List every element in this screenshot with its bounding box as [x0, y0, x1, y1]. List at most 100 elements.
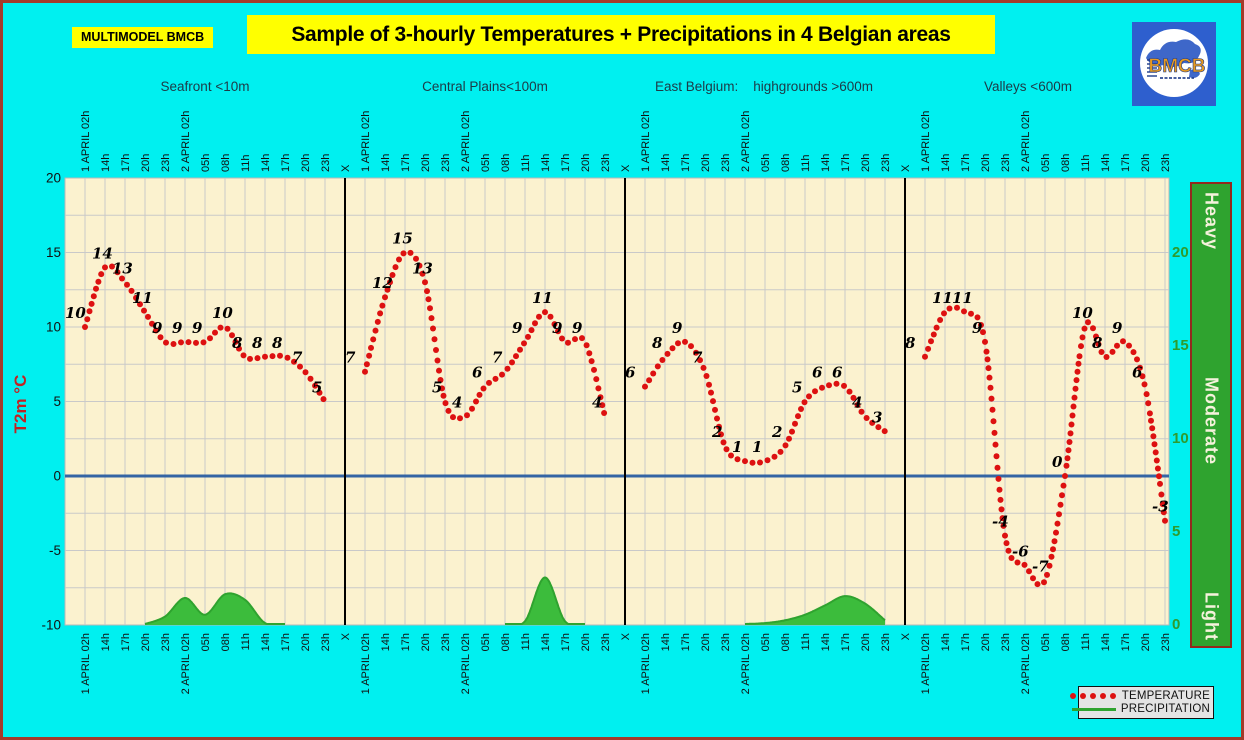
temperature-dot [362, 368, 368, 375]
x-tick-label-bottom: 08h [780, 633, 792, 651]
temperature-dot [579, 335, 585, 342]
temperature-dot [269, 353, 276, 360]
temperature-dot [1071, 394, 1078, 401]
temperature-dot [933, 324, 940, 331]
temperature-dot [1072, 385, 1079, 392]
x-tick-label-bottom: 08h [220, 633, 232, 651]
x-tick-label-top: 08h [1060, 154, 1072, 172]
temperature-dot [999, 515, 1006, 522]
x-tick-label-top: 20h [860, 154, 872, 172]
temperature-dot [990, 418, 997, 425]
temperature-dot [407, 249, 414, 256]
temperature-value-label: 4 [592, 393, 602, 411]
x-tick-label-bottom: 14h [260, 633, 272, 651]
precip-tick-label: 20 [1172, 244, 1189, 261]
x-tick-label-bottom: 23h [440, 633, 452, 651]
temperature-dot [1152, 449, 1159, 456]
x-tick-label-bottom: 20h [140, 633, 152, 651]
x-axis-labels-bottom: 1 APRIL 02h 14h 17h 20h 23h 2 APRIL 02h 05h 08h… [80, 632, 1172, 694]
temperature-dot [720, 439, 727, 446]
temperature-value-label: 1 [732, 438, 742, 456]
temperature-value-label: 5 [792, 379, 802, 397]
temperature-dot [1162, 517, 1168, 524]
x-tick-label-bottom: 23h [160, 633, 172, 651]
legend-label-precipitation: PRECIPITATION [1120, 703, 1210, 716]
precip-tick-label: 5 [1172, 523, 1180, 540]
x-tick-label-top: 1 APRIL 02h [640, 111, 652, 172]
x-tick-label-bottom: 23h [720, 633, 732, 651]
x-tick-label-bottom: 23h [1000, 633, 1012, 651]
temperature-dot [1003, 540, 1010, 547]
temperature-dot [370, 336, 377, 343]
temperature-dot [1148, 417, 1154, 424]
temperature-dot [555, 328, 561, 335]
x-tick-label-bottom: 14h [100, 633, 112, 651]
x-tick-label-top: 20h [300, 154, 312, 172]
temperature-dot [925, 345, 932, 352]
temperature-dot [565, 339, 571, 346]
temperature-dot [1153, 457, 1160, 464]
temperature-dot [710, 398, 716, 405]
temperature-dot [998, 506, 1005, 513]
precipitation-area-panel-2 [505, 576, 585, 625]
x-tick-label-top: 14h [540, 154, 552, 172]
temperature-dot [669, 345, 676, 352]
y-tick-label: 20 [46, 171, 61, 186]
temperature-dot [1139, 373, 1146, 380]
temperature-dot [1159, 501, 1166, 508]
x-tick-label-bottom: 17h [680, 633, 692, 651]
temperature-dot [137, 301, 143, 308]
x-tick-label-bottom: 11h [800, 633, 812, 651]
temperature-value-label: 7 [692, 349, 703, 367]
temperature-dot [1057, 501, 1064, 508]
precipitation-fill [505, 577, 585, 625]
temperature-dot [1066, 439, 1073, 445]
temperature-dot [961, 308, 967, 315]
x-tick-label-top: 23h [1000, 154, 1012, 172]
temperature-dot [476, 391, 483, 398]
temperature-dot [777, 448, 784, 455]
temperature-dot [86, 308, 93, 315]
legend-row-temperature: TEMPERATURE [1069, 690, 1210, 702]
temperature-value-label: 9 [972, 319, 983, 337]
temperature-dot [1093, 333, 1099, 340]
temperature-dot [930, 331, 937, 338]
x-tick-label-bottom: 20h [700, 633, 712, 651]
x-tick-label-top: 17h [840, 154, 852, 172]
x-tick-label-top: 17h [960, 154, 972, 172]
temperature-dots-icon [1069, 692, 1120, 699]
temperature-dot [1026, 568, 1032, 575]
temperature-dot [1065, 447, 1072, 454]
temperature-dot [200, 339, 207, 346]
temperature-dot [450, 414, 456, 421]
temperature-dot [372, 327, 379, 334]
x-tick-label-bottom: 20h [300, 633, 312, 651]
x-axis-labels-top: 1 APRIL 02h 14h 17h 20h 23h 2 APRIL 02h 05h 08h… [80, 111, 1172, 172]
temperature-dot [806, 393, 812, 400]
panel-separator-label-top: X [340, 164, 352, 172]
precipitation-area-panel-3 [745, 595, 886, 625]
temperature-dot [974, 314, 981, 321]
temperature-dot [1054, 520, 1061, 527]
temperature-dot [1079, 334, 1086, 341]
temperature-dot [1160, 509, 1167, 516]
temperature-dot [854, 402, 861, 408]
temperature-dot [93, 285, 99, 292]
temperature-dot [124, 281, 130, 288]
temperature-value-label: 9 [152, 319, 163, 337]
temperature-dot [413, 255, 419, 262]
temperature-dot [1075, 360, 1082, 367]
temperature-dot [525, 333, 531, 340]
y-tick-label: -10 [41, 618, 61, 633]
temperature-dot [379, 302, 386, 309]
x-tick-label-top: 1 APRIL 02h [80, 111, 92, 172]
temperature-dot [593, 376, 600, 383]
temperature-dot [1062, 473, 1068, 479]
temperature-dot [749, 459, 756, 466]
x-tick-label-top: 2 APRIL 02h [740, 111, 752, 172]
temperature-dot [416, 262, 423, 269]
temperature-dot [236, 345, 242, 352]
temperature-dot [968, 310, 974, 317]
